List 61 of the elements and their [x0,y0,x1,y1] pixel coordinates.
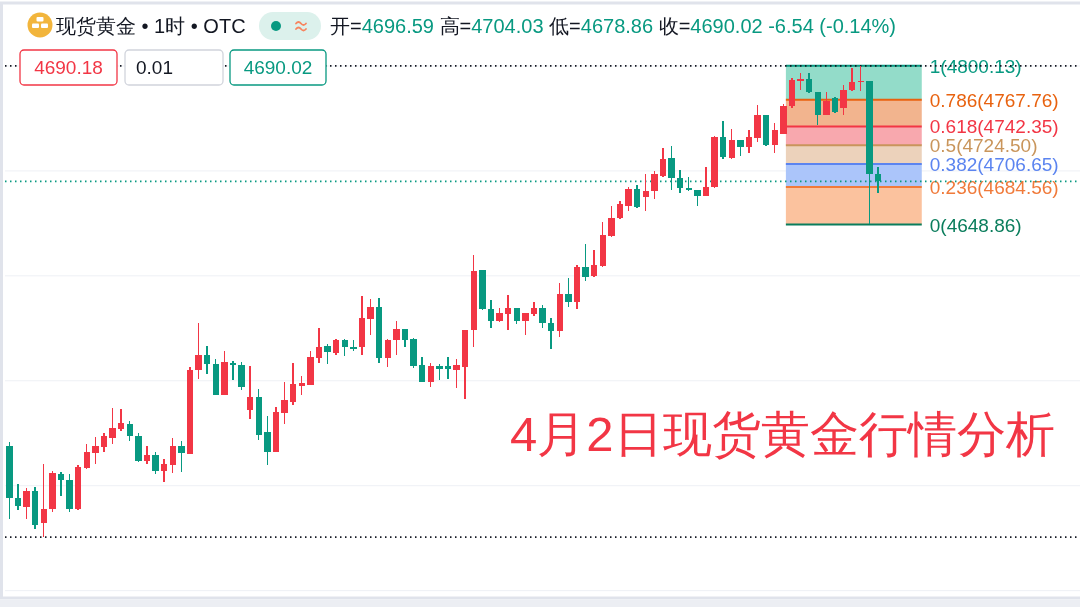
candlestick [178,439,185,473]
candlestick [453,357,460,389]
candlestick [92,436,99,465]
candlestick [642,173,649,212]
candlestick [625,185,632,212]
candlestick [100,432,108,453]
candlestick [229,360,237,381]
candlestick [719,119,727,161]
ref-line-label: 0(4648.86) [929,214,1022,236]
text: 开=4696.59 高=4704.03 低=4678.86 收=4690.02 -6.54 (-0.14%) [330,15,897,37]
text: 现货黄金 • 1时 • OTC [56,15,246,37]
candlestick [83,442,90,470]
annotation: 0.01 [136,57,173,78]
candlestick [444,355,452,380]
candlestick [754,104,761,143]
candlestick [195,322,202,380]
candlestick [246,365,254,420]
ref-line-label: 1(4800.13) [929,55,1022,77]
candlestick [23,487,30,521]
candlestick [384,338,391,368]
candlestick [590,248,598,278]
text: 4月2日现货黄金行情分析 [510,407,1055,461]
candlestick [203,345,211,376]
candlestick [728,128,735,161]
candlestick [702,165,710,197]
candlestick [289,362,297,406]
candlestick [582,243,589,282]
candlestick [427,362,434,388]
candlestick [608,204,615,238]
candlestick [281,381,288,425]
ref-line-label: 0.618(4742.35) [929,116,1059,138]
candlestick [169,437,176,474]
candlestick [418,355,426,383]
annotation: 4690.18 [34,57,103,78]
candlestick [487,299,495,330]
candlestick [238,361,245,391]
candlestick [659,147,667,178]
candlestick [152,451,159,475]
candlestick [805,72,813,94]
candlestick [57,471,65,497]
candlestick [814,91,821,126]
candlestick [745,129,753,154]
candlestick [633,183,641,209]
candlestick [298,374,305,397]
candlestick [771,121,778,154]
candlestick [109,407,116,445]
annotation: 4690.02 [243,57,313,78]
candlestick [504,293,512,332]
candlestick [315,327,323,364]
candlestick [264,415,271,466]
candlestick [565,277,572,309]
candlestick [840,84,847,117]
ref-line-label: 0.786(4767.76) [929,89,1059,111]
candlestick [14,482,22,511]
candlestick [324,343,331,365]
candlestick [651,170,658,200]
candlestick [539,304,546,330]
candlestick [367,298,374,336]
candlestick [393,320,400,356]
ref-line-label: 0.236(4684.56) [929,177,1059,199]
candlestick [117,408,125,432]
